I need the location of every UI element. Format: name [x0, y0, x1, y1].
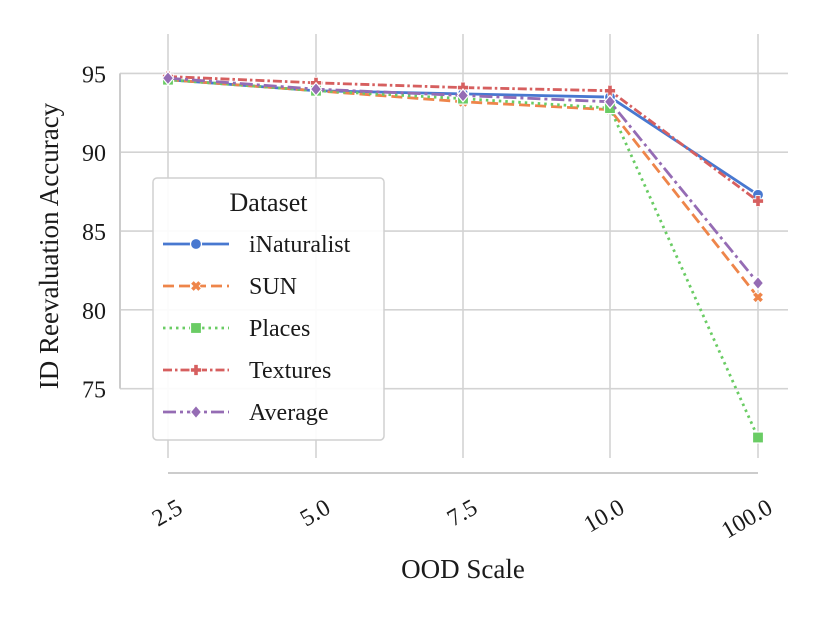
series-lines	[161, 70, 765, 444]
legend-label: Textures	[249, 358, 331, 384]
data-point-places	[751, 431, 765, 444]
legend: Dataset iNaturalist SUN Places Textures Avera…	[152, 177, 385, 441]
data-point-textures	[752, 195, 764, 207]
legend-marker-sun-shape	[189, 279, 203, 293]
legend-label: Places	[249, 316, 310, 342]
x-tick-label: 7.5	[443, 495, 482, 533]
legend-marker-inaturalist	[189, 237, 203, 251]
x-tick-label: 100.0	[717, 495, 777, 545]
legend-title: Dataset	[230, 188, 309, 217]
data-point-average	[309, 81, 323, 97]
data-point-average	[751, 275, 765, 291]
legend-marker-average	[189, 404, 203, 420]
x-tick-label: 5.0	[296, 495, 335, 533]
x-axis-title: OOD Scale	[401, 554, 525, 584]
data-point-average	[603, 94, 617, 110]
data-point-sun	[751, 291, 765, 304]
legend-label: SUN	[249, 274, 297, 300]
data-point-average	[456, 88, 470, 103]
legend-marker-places	[189, 321, 203, 335]
data-point-average	[161, 70, 175, 86]
y-axis-title: ID Reevaluation Accuracy	[34, 102, 64, 389]
series-line-textures	[167, 75, 759, 203]
series-line-places	[167, 78, 760, 439]
x-tick-label: 2.5	[148, 495, 187, 533]
y-tick-label: 80	[82, 299, 106, 325]
y-tick-label: 85	[82, 220, 106, 246]
data-point-textures	[604, 84, 616, 97]
legend-marker-sun	[189, 279, 203, 293]
axes	[119, 73, 758, 474]
y-tick-label: 75	[82, 378, 106, 404]
x-tick-label: 10.0	[580, 495, 629, 539]
legend-marker-textures	[190, 364, 202, 376]
legend-label: iNaturalist	[249, 232, 351, 258]
y-tick-label: 90	[82, 141, 106, 167]
data-point-sun-shape	[751, 291, 765, 304]
legend-label: Average	[249, 400, 329, 426]
y-tick-label: 95	[82, 62, 106, 88]
